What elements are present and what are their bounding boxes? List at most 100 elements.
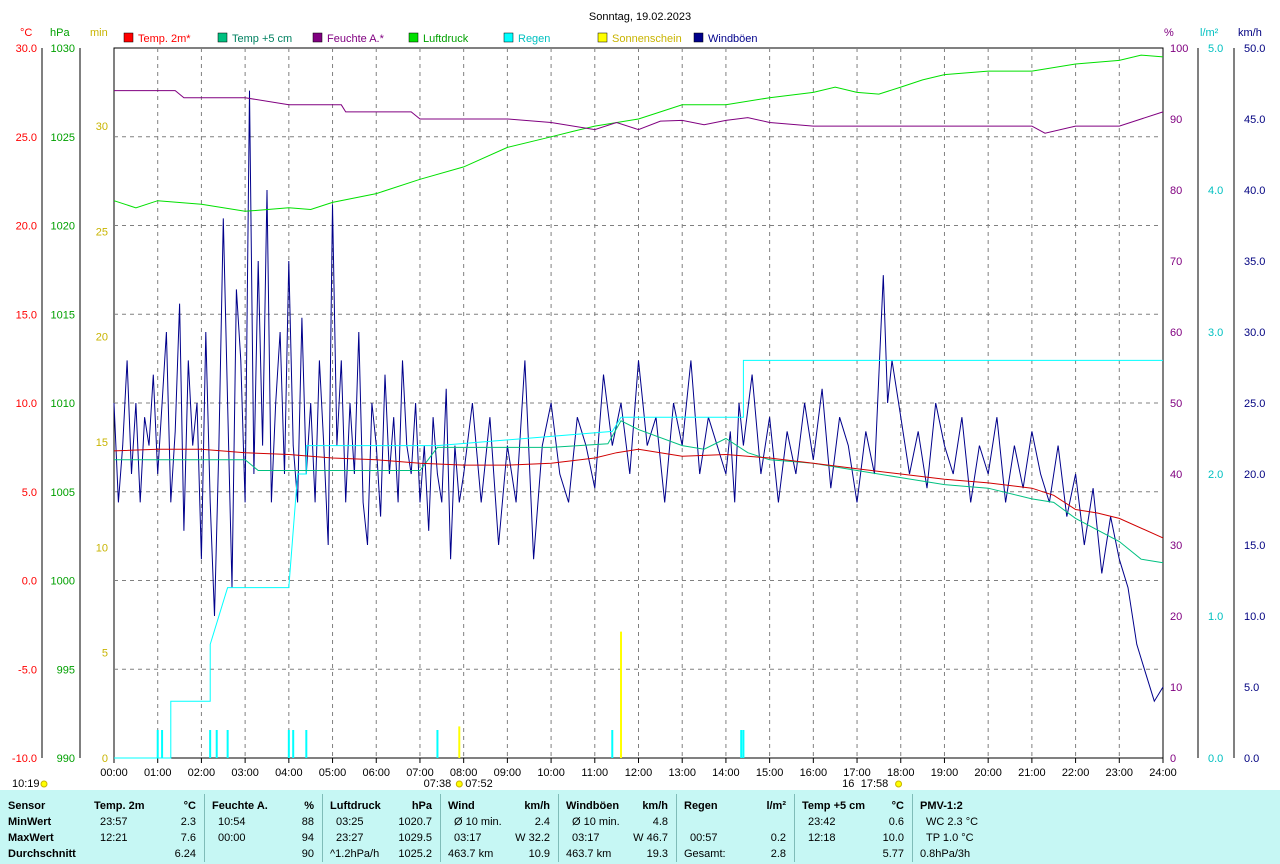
- row-label-max: MaxWert: [8, 832, 54, 844]
- temp-axis-tick-label: 0.0: [22, 576, 37, 588]
- legend-label: Temp +5 cm: [232, 33, 292, 45]
- temp-axis-unit: °C: [20, 27, 32, 39]
- sunset-icon: [895, 780, 903, 788]
- rain-axis-tick-label: 3.0: [1208, 327, 1223, 339]
- legend-swatch: [693, 32, 704, 43]
- stat-max-time: 03:17: [454, 832, 482, 844]
- sunshine-axis-tick-label: 10: [96, 542, 108, 554]
- stat-min-value: 2.3: [180, 816, 196, 828]
- rain-axis-tick-label: 0.0: [1208, 753, 1223, 765]
- rain-axis-unit: l/m²: [1200, 27, 1219, 39]
- stat-min-value: 4.8: [652, 816, 668, 828]
- wind-axis-tick-label: 5.0: [1244, 682, 1259, 694]
- stat-min-time: 10:54: [218, 816, 246, 828]
- x-tick-label: 04:00: [275, 767, 303, 779]
- row-label-sensor: Sensor: [8, 800, 46, 812]
- stat-max-value: 7.6: [180, 832, 196, 844]
- stat-max-value: 1029.5: [398, 832, 432, 844]
- stat-max-value: 10.0: [882, 832, 904, 844]
- stat-group-title: Temp +5 cm: [802, 800, 866, 812]
- stat-avg-value: 2.8: [770, 848, 786, 860]
- sunshine-axis-tick-label: 0: [102, 753, 108, 765]
- pressure-axis-tick-label: 1030: [51, 43, 75, 55]
- sunshine-axis-tick-label: 5: [102, 648, 108, 660]
- stat-avg-value: 90: [301, 848, 314, 860]
- stat-max-time: 00:00: [218, 832, 246, 844]
- humidity-axis-tick-label: 30: [1170, 540, 1182, 552]
- x-tick-label: 09:00: [494, 767, 522, 779]
- stat-group-unit: hPa: [411, 800, 432, 812]
- temp-axis-tick-label: 15.0: [16, 309, 37, 321]
- humidity-axis-tick-label: 0: [1170, 753, 1176, 765]
- legend-swatch: [408, 32, 419, 43]
- stat-avg-value: 19.3: [646, 848, 668, 860]
- x-tick-label: 07:00: [406, 767, 434, 779]
- rain-axis-tick-label: 2.0: [1208, 469, 1223, 481]
- rain-axis-tick-label: 5.0: [1208, 43, 1223, 55]
- x-tick-label: 10:00: [537, 767, 565, 779]
- temp2m-series: [113, 448, 1164, 539]
- legend-label: Temp. 2m*: [138, 33, 191, 45]
- wind-axis-tick-label: 10.0: [1244, 611, 1265, 623]
- legend-label: Sonnenschein: [612, 33, 682, 45]
- legend-swatch: [123, 32, 134, 43]
- x-tick-label: 13:00: [668, 767, 696, 779]
- temp-axis-tick-label: 25.0: [16, 132, 37, 144]
- chart-svg: Sonntag, 19.02.2023 30.0 25.0 20.0 15.0 10.0 5…: [12, 11, 1266, 790]
- pressure-axis-tick-label: 1010: [51, 398, 75, 410]
- noon-label: 07:52: [465, 778, 493, 790]
- stat-group-unit: °C: [183, 800, 196, 812]
- stat-min-value: 0.6: [888, 816, 904, 828]
- rain-cumulative-series: [114, 359, 1163, 759]
- stat-group-title: Regen: [684, 800, 718, 812]
- x-tick-label: 17:00: [843, 767, 871, 779]
- stat-min-value: 2.4: [534, 816, 550, 828]
- stat-separator: [794, 794, 795, 862]
- humidity-axis-unit: %: [1164, 27, 1174, 39]
- rain-axis-tick-label: 1.0: [1208, 611, 1223, 623]
- stat-separator: [204, 794, 205, 862]
- temp-axis-tick-label: 5.0: [22, 487, 37, 499]
- x-tick-label: 21:00: [1018, 767, 1046, 779]
- update-sun-icon: [40, 780, 48, 788]
- x-tick-label: 19:00: [931, 767, 959, 779]
- sunset-label: 17:58: [861, 778, 889, 790]
- wind-axis-unit: km/h: [1238, 27, 1262, 39]
- stat-max-time: 23:27: [336, 832, 364, 844]
- legend-swatch: [597, 32, 608, 43]
- temp-axis-tick-label: 10.0: [16, 398, 37, 410]
- stat-group-unit: l/m²: [766, 800, 786, 812]
- stat-avg-label: 463.7 km: [566, 848, 612, 860]
- pressure-axis-unit: hPa: [50, 27, 70, 39]
- stat-separator: [322, 794, 323, 862]
- legend-label: Luftdruck: [423, 33, 469, 45]
- temp-axis-tick-label: 30.0: [16, 43, 37, 55]
- stat-group-title: Wind: [448, 800, 475, 812]
- wind-axis-tick-label: 30.0: [1244, 327, 1265, 339]
- humidity-axis-tick-label: 90: [1170, 114, 1182, 126]
- x-tick-label: 03:00: [231, 767, 259, 779]
- stat-group-title: Windböen: [566, 800, 620, 812]
- stat-max-time: 00:57: [690, 832, 718, 844]
- stat-min-value: 88: [301, 816, 314, 828]
- x-tick-label: 06:00: [362, 767, 390, 779]
- legend-swatch: [503, 32, 514, 43]
- x-tick-label: 24:00: [1149, 767, 1177, 779]
- stat-group-unit: %: [304, 800, 314, 812]
- stat-min-time: 23:42: [808, 816, 836, 828]
- event-label: 16: [842, 778, 854, 790]
- stat-min-time: 03:25: [336, 816, 364, 828]
- x-tick-label: 14:00: [712, 767, 740, 779]
- temp-axis-tick-label: -10.0: [12, 753, 37, 765]
- wind-axis-tick-label: 50.0: [1244, 43, 1265, 55]
- sunrise-label: 07:38: [424, 778, 452, 790]
- x-tick-label: 08:00: [450, 767, 478, 779]
- x-tick-label: 02:00: [188, 767, 216, 779]
- stat-min-value: 1020.7: [398, 816, 432, 828]
- temp-axis-tick-label: 20.0: [16, 221, 37, 233]
- humidity-axis-tick-label: 20: [1170, 611, 1182, 623]
- chart-title: Sonntag, 19.02.2023: [589, 11, 691, 23]
- stat-group-unit: km/h: [642, 800, 668, 812]
- sunshine-axis-tick-label: 15: [96, 437, 108, 449]
- x-tick-label: 22:00: [1062, 767, 1090, 779]
